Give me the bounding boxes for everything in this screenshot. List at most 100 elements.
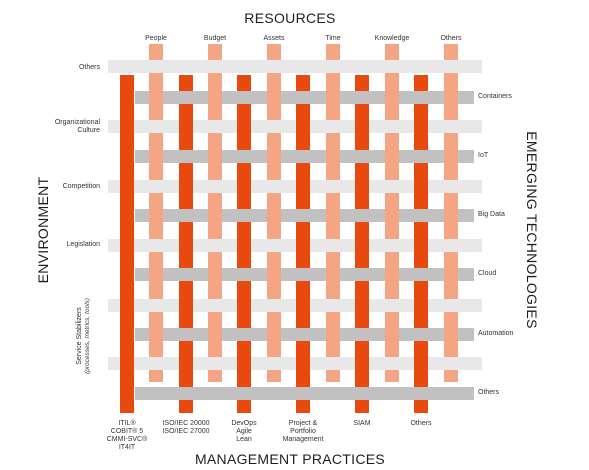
resource-strip-6-over [444, 208, 458, 223]
practice-strip-3-over [237, 356, 251, 371]
practice-strip-5-over [355, 238, 369, 253]
practice-strip-2-over [179, 119, 193, 134]
environment-title: ENVIRONMENT [35, 176, 51, 284]
resource-strip-1-over [149, 149, 163, 164]
environment-strip-4 [108, 239, 482, 252]
environment-label-line: Others [78, 64, 100, 71]
practice-strip-5-over [355, 356, 369, 371]
practice-label-line: ISO/IEC 20000 [162, 420, 210, 427]
practice-strip-1-over [120, 356, 134, 371]
environment-label-line: Legislation [66, 241, 100, 248]
technology-label-iot: IoT [478, 152, 489, 159]
environment-label-legislation: Legislation [67, 241, 100, 249]
resource-strip-3-over [267, 90, 281, 105]
management-practices-title: MANAGEMENT PRACTICES [194, 451, 386, 467]
technology-label-cloud: Cloud [478, 270, 497, 277]
resource-strip-6-over [444, 149, 458, 164]
practice-strip-6-over [414, 119, 428, 134]
practice-label-line: DevOps [231, 420, 257, 427]
environment-strip-1 [108, 60, 482, 73]
practice-strip-2-over [179, 238, 193, 253]
practice-strip-2-over [179, 356, 193, 371]
environment-label-line: Competition [62, 183, 100, 190]
practice-strip-1-over [120, 179, 134, 194]
resource-strip-4-over [326, 149, 340, 164]
resource-label-time: Time [325, 35, 341, 42]
practice-strip-5-over [355, 179, 369, 194]
technology-label-automation: Automation [478, 330, 514, 337]
practice-strip-3-over [237, 179, 251, 194]
resource-strip-1-over [149, 90, 163, 105]
resource-strip-2-over [208, 327, 222, 342]
practice-strip-6-over [414, 179, 428, 194]
practice-label-project: Project & Portfolio Management [275, 420, 331, 444]
technology-strip-3 [135, 209, 474, 222]
technology-strip-4 [135, 268, 474, 281]
technology-strip-5 [135, 328, 474, 341]
resource-strip-4-over [326, 208, 340, 223]
resource-strip-4-over [326, 90, 340, 105]
resource-strip-6-over [444, 327, 458, 342]
practice-strip-4-over [296, 238, 310, 253]
practice-label-devops: DevOps Agile Lean [216, 420, 272, 444]
environment-strip-6 [108, 357, 482, 370]
practice-strip-4-over [296, 356, 310, 371]
practice-strip-3-over [237, 238, 251, 253]
resource-strip-3-over [267, 267, 281, 282]
technology-strip-6 [135, 387, 474, 400]
environment-strip-2 [108, 120, 482, 133]
practice-label-line: Project & [288, 420, 318, 427]
practice-label-line: SIAM [353, 420, 371, 427]
practice-strip-6-over [414, 298, 428, 313]
environment-label-others: Others [79, 64, 100, 72]
practice-strip-5-over [355, 298, 369, 313]
resource-label-assets: Assets [263, 35, 285, 42]
technology-strip-1 [135, 91, 474, 104]
environment-label-competition: Competition [63, 183, 100, 191]
resource-strip-6-over [444, 267, 458, 282]
practice-label-line: ITIL® [118, 420, 136, 427]
emerging-technologies-title: EMERGING TECHNOLOGIES [524, 131, 540, 329]
environment-strip-5 [108, 299, 482, 312]
practice-strip-6-over [414, 356, 428, 371]
resource-strip-6-over [444, 90, 458, 105]
resource-strip-4-over [326, 267, 340, 282]
resource-strip-2-over [208, 208, 222, 223]
practice-strip-5-over [355, 119, 369, 134]
environment-strip-3 [108, 180, 482, 193]
resources-title: RESOURCES [244, 10, 336, 26]
environment-label-line: Organizational [54, 119, 100, 126]
resource-strip-5-over [385, 327, 399, 342]
practice-strip-3-over [237, 298, 251, 313]
practice-strip-1-over [120, 238, 134, 253]
resource-strip-5-over [385, 267, 399, 282]
practice-label-line: Portfolio [290, 428, 316, 435]
resource-strip-5-over [385, 208, 399, 223]
resource-strip-3-over [267, 149, 281, 164]
practice-label-others: Others [393, 420, 449, 428]
practice-label-line: COBIT® 5 [110, 428, 144, 435]
practice-strip-2-over [179, 298, 193, 313]
practice-strip-4-over [296, 179, 310, 194]
resource-label-knowledge: Knowledge [374, 35, 410, 42]
practice-strip-2-over [179, 179, 193, 194]
practice-label-line: ISO/IEC 27000 [162, 428, 210, 435]
practice-strip-1-over [120, 298, 134, 313]
stabilizers-subline: (processes, metrics, tools) [84, 298, 91, 374]
practice-strip-4-over [296, 119, 310, 134]
practice-label-line: IT4IT [118, 444, 136, 451]
stabilizers-line: Service Stabilizers [76, 307, 83, 365]
resource-strip-5-over [385, 90, 399, 105]
resource-strip-1-over [149, 327, 163, 342]
resource-strip-4-over [326, 327, 340, 342]
resource-label-people: People [145, 35, 167, 42]
technology-label-big-data: Big Data [478, 211, 505, 218]
practice-strip-4-over [296, 298, 310, 313]
resource-label-budget: Budget [203, 35, 227, 42]
practice-label-line: Others [410, 420, 432, 427]
practice-label-line: Agile [236, 428, 252, 435]
resource-label-others: Others [440, 35, 462, 42]
technology-strip-2 [135, 150, 474, 163]
resource-strip-5-over [385, 149, 399, 164]
resource-strip-1-over [149, 267, 163, 282]
